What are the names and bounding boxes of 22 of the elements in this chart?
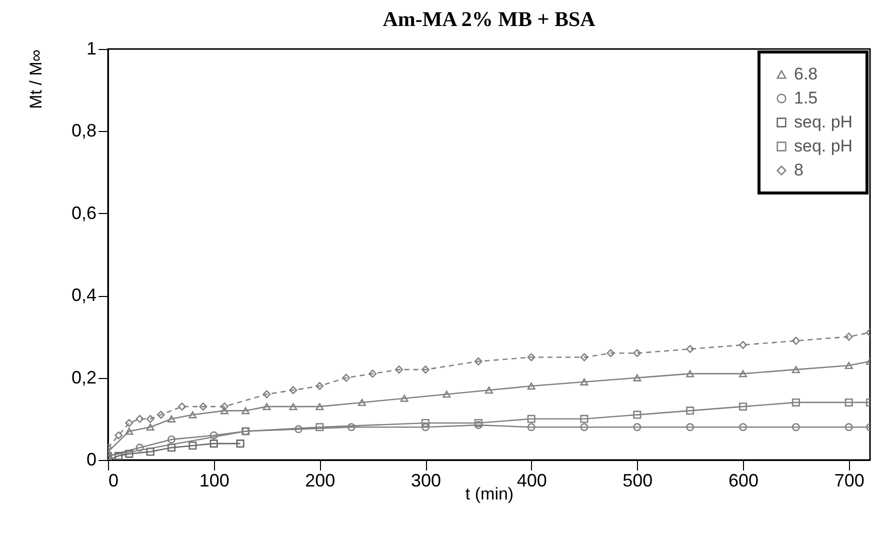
legend-label: seq. pH <box>794 112 853 132</box>
legend-label: 6.8 <box>794 64 818 84</box>
x-tick-label: 700 <box>834 470 864 490</box>
chart-title: Am-MA 2% MB + BSA <box>382 7 596 31</box>
y-tick-label: 0,4 <box>71 285 96 306</box>
legend-label: 8 <box>794 160 804 180</box>
x-tick-label: 200 <box>305 470 336 490</box>
y-tick-label: 0 <box>86 450 96 470</box>
legend-label: 1.5 <box>794 88 818 108</box>
legend-label: seq. pH <box>794 136 853 156</box>
y-tick-label: 0,8 <box>71 120 96 141</box>
y-axis-title: Mt / M∞ <box>26 50 46 109</box>
x-tick-label: 0 <box>108 470 119 490</box>
x-axis-title: t (min) <box>465 484 514 504</box>
x-tick-label: 100 <box>199 470 230 490</box>
y-tick-label: 0,2 <box>71 367 96 388</box>
x-tick-label: 300 <box>410 470 442 490</box>
x-tick-label: 400 <box>516 470 547 490</box>
y-tick-label: 0,6 <box>71 202 96 223</box>
y-tick-label: 1 <box>86 38 96 58</box>
x-tick-label: 500 <box>622 470 653 490</box>
x-tick-label: 600 <box>728 470 759 490</box>
